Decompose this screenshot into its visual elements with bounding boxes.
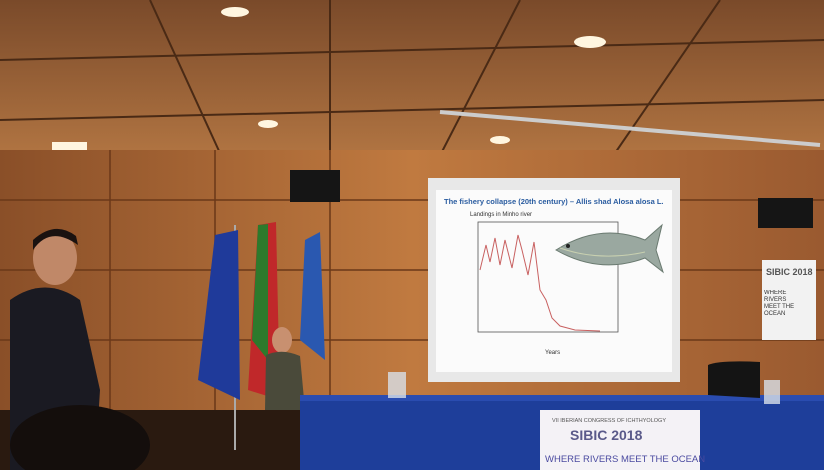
speaker <box>290 170 340 202</box>
water-jug <box>764 380 780 404</box>
seated-person-head <box>272 327 292 353</box>
ceiling <box>0 0 824 175</box>
wall <box>0 150 824 410</box>
slide-subtitle: Landings in Minho river <box>470 212 532 218</box>
scene: The fishery collapse (20th century) – Al… <box>0 0 824 470</box>
seated-person-body <box>265 352 305 410</box>
chair <box>708 361 760 398</box>
poster-tagline: WHERE RIVERS MEET THE OCEAN <box>764 290 798 318</box>
page: Conference talk photo {"slide": {"title"… <box>0 0 824 470</box>
banner-line1: VII IBERIAN CONGRESS OF ICHTHYOLOGY <box>552 418 666 424</box>
banner-tagline: WHERE RIVERS MEET THE OCEAN <box>545 454 705 465</box>
poster-tagline-box: WHERE RIVERS MEET THE OCEAN <box>764 290 798 334</box>
slide-x-label: Years <box>545 350 560 356</box>
speaker <box>758 198 813 228</box>
body: The fishery collapse (20th century) – Al… <box>0 0 824 470</box>
poster-logo: SIBIC 2018 <box>766 267 813 277</box>
slide-title: The fishery collapse (20th century) – Al… <box>444 197 664 206</box>
banner-logo: SIBIC 2018 <box>570 427 643 443</box>
water-jug <box>388 372 406 398</box>
